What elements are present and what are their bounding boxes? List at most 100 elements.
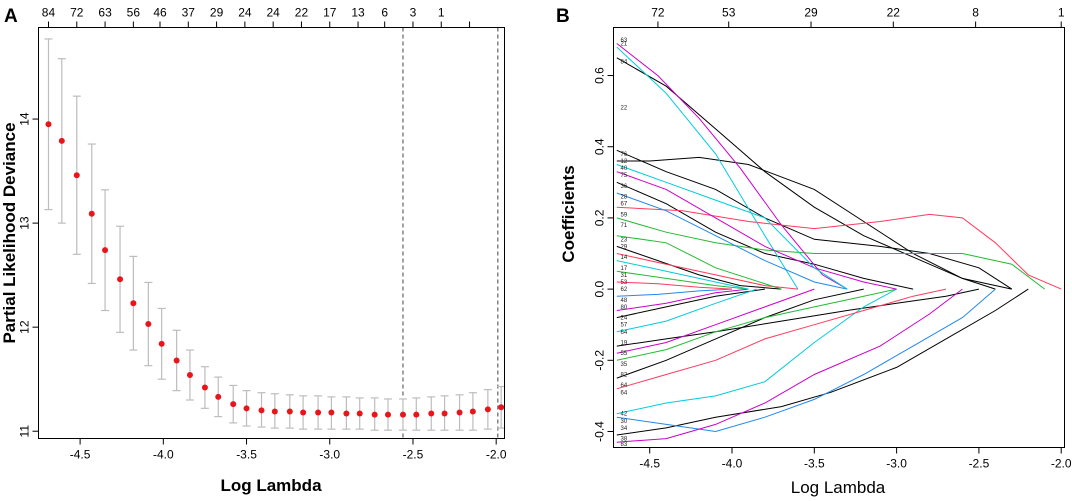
top-tick-label: 46 (153, 6, 167, 20)
data-point (145, 321, 152, 328)
panel-a-y-axis-label: Partial Likelihood Deviance (0, 122, 19, 343)
coefficient-path (616, 288, 815, 354)
variable-label: 80 (621, 305, 628, 311)
data-point (117, 276, 124, 283)
top-tick-label: 22 (887, 6, 901, 20)
variable-label: 59 (621, 212, 628, 218)
data-point (158, 340, 165, 347)
y-tick-label: 13 (18, 216, 32, 230)
coefficient-path (616, 288, 1029, 436)
data-point (286, 408, 293, 415)
coefficient-path (616, 149, 1013, 290)
variable-label: 55 (621, 351, 628, 357)
coefficient-path (616, 253, 798, 290)
top-tick-label: 72 (651, 6, 665, 20)
y-tick-label: 14 (18, 112, 32, 126)
variable-label: 53 (621, 280, 628, 286)
y-tick-label: 11 (18, 425, 32, 438)
coefficient-path (616, 288, 749, 311)
top-tick-label: 72 (70, 6, 84, 20)
coefficient-path (616, 156, 1012, 290)
coefficient-path (616, 46, 799, 290)
coefficient-path (616, 192, 848, 290)
data-point (201, 384, 208, 391)
top-tick-label: 24 (266, 6, 280, 20)
data-point (399, 411, 406, 418)
variable-label: 76 (621, 152, 628, 158)
coefficient-path (616, 288, 757, 333)
variable-label: 63 (621, 38, 628, 44)
variable-label: 34 (621, 426, 628, 432)
variable-label: 17 (621, 266, 628, 272)
top-tick-label: 29 (210, 6, 224, 20)
data-point (88, 210, 95, 217)
variable-label: 48 (621, 298, 628, 304)
x-tick-label: -4.0 (153, 448, 174, 462)
variable-label: 31 (621, 273, 628, 279)
data-point (58, 137, 65, 144)
panel-a-label: A (4, 6, 18, 27)
data-point (356, 410, 363, 417)
y-tick-label: 0.6 (593, 67, 607, 84)
variable-label: 28 (621, 195, 628, 201)
variable-label: 35 (621, 362, 628, 368)
panel-b: B 63218422761240753628675971232914173153… (556, 6, 1072, 498)
variable-label: 19 (621, 341, 628, 347)
variable-label: 12 (621, 159, 628, 165)
variable-label: 62 (621, 287, 628, 293)
top-tick-label: 17 (323, 6, 337, 20)
data-point (186, 372, 193, 379)
coefficient-path (616, 288, 996, 433)
data-point (258, 407, 265, 414)
variable-label: 38 (621, 437, 628, 443)
top-tick-label: 1 (1058, 6, 1065, 20)
data-point (456, 409, 463, 416)
variable-label: 22 (621, 106, 628, 112)
data-point (469, 408, 476, 415)
panel-b-label: B (556, 6, 570, 27)
variable-label: 83 (621, 442, 628, 448)
variable-label: 82 (621, 373, 628, 379)
coefficient-path (616, 164, 848, 290)
x-tick-label: -2.0 (486, 448, 507, 462)
top-tick-label: 3 (410, 6, 417, 20)
x-tick-label: -2.5 (969, 457, 990, 471)
variable-label: 71 (621, 223, 628, 229)
variable-label: 64 (621, 383, 628, 389)
data-point (371, 411, 378, 418)
coefficient-path (616, 288, 897, 361)
coefficient-path (616, 288, 733, 297)
data-point (498, 404, 505, 411)
variable-label: 64 (621, 390, 628, 396)
coefficient-path (616, 217, 1046, 290)
coefficient-path (616, 171, 897, 290)
coefficient-path (616, 57, 996, 290)
coefficient-path (616, 288, 947, 390)
data-point (328, 409, 335, 416)
data-point (300, 409, 307, 416)
top-tick-label: 84 (42, 6, 56, 20)
variable-label: 64 (621, 330, 628, 336)
top-tick-label: 63 (98, 6, 112, 20)
data-point (130, 300, 137, 307)
data-point (230, 401, 237, 408)
coefficient-path (616, 270, 749, 290)
variable-label: 21 (621, 42, 628, 48)
x-tick-label: -3.0 (319, 448, 340, 462)
variable-label: 75 (621, 173, 628, 179)
top-tick-label: 53 (722, 6, 736, 20)
coefficient-path (616, 245, 782, 290)
top-tick-label: 22 (295, 6, 309, 20)
variable-label: 57 (621, 323, 628, 329)
coefficient-path (616, 288, 765, 319)
data-point (343, 410, 350, 417)
coefficient-path (616, 43, 848, 290)
data-point (45, 121, 52, 128)
x-tick-label: -2.5 (403, 448, 424, 462)
panel-a-x-axis-label: Log Lambda (220, 476, 322, 495)
x-tick-label: -4.5 (70, 448, 91, 462)
top-tick-label: 1 (438, 6, 445, 20)
data-point (73, 172, 80, 179)
variable-label: 24 (621, 316, 628, 322)
